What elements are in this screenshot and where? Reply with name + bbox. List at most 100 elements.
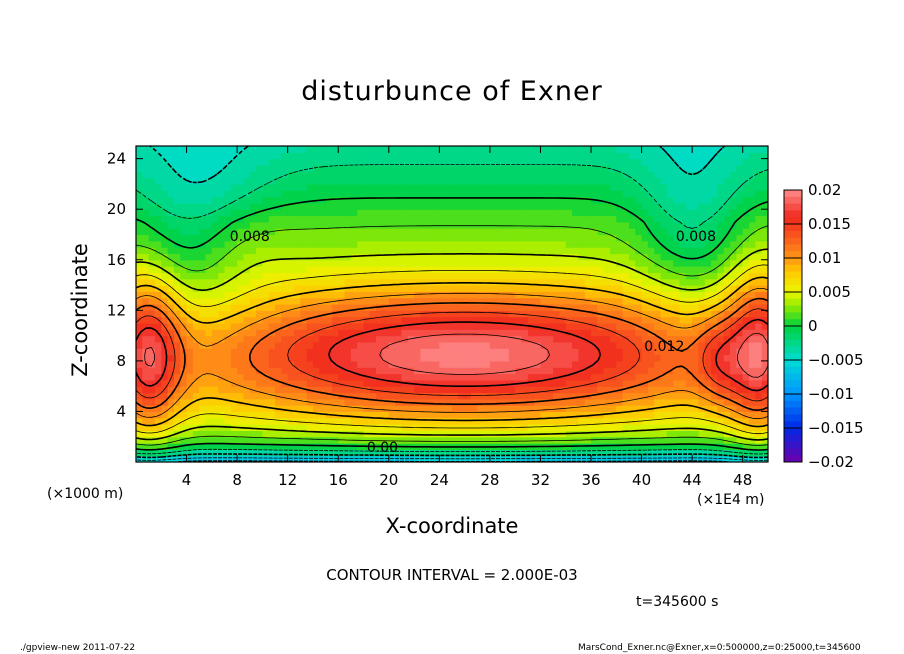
- field-cell: [230, 215, 238, 223]
- field-cell: [344, 202, 352, 210]
- field-cell: [755, 146, 763, 153]
- field-cell: [192, 209, 200, 217]
- field-cell: [477, 316, 485, 324]
- field-cell: [287, 196, 295, 204]
- field-cell: [262, 316, 270, 324]
- field-cell: [224, 341, 232, 349]
- field-cell: [180, 215, 188, 223]
- field-cell: [730, 341, 737, 349]
- field-cell: [502, 146, 510, 153]
- field-cell: [704, 190, 712, 198]
- field-cell: [395, 436, 403, 444]
- field-cell: [685, 164, 693, 172]
- field-cell: [711, 304, 719, 311]
- field-cell: [654, 190, 662, 198]
- field-cell: [395, 146, 403, 153]
- field-cell: [192, 322, 200, 330]
- field-cell: [180, 316, 188, 324]
- field-cell: [294, 322, 301, 330]
- field-cell: [369, 411, 377, 419]
- field-cell: [508, 278, 516, 286]
- field-cell: [224, 158, 232, 166]
- field-cell: [534, 297, 542, 305]
- field-cell: [376, 266, 384, 273]
- field-cell: [154, 171, 162, 179]
- field-cell: [319, 354, 327, 362]
- field-cell: [502, 392, 510, 400]
- field-cell: [704, 158, 712, 166]
- field-cell: [331, 215, 339, 223]
- field-cell: [452, 304, 459, 311]
- field-cell: [382, 152, 390, 160]
- field-cell: [357, 209, 365, 217]
- field-cell: [565, 183, 573, 191]
- field-cell: [540, 367, 548, 375]
- field-cell: [666, 278, 674, 286]
- field-cell: [597, 278, 605, 286]
- field-cell: [527, 392, 535, 400]
- field-cell: [275, 386, 282, 394]
- field-cell: [761, 354, 768, 362]
- field-cell: [660, 171, 668, 179]
- field-cell: [496, 405, 504, 413]
- field-cell: [534, 424, 542, 431]
- field-cell: [464, 171, 472, 179]
- field-cell: [508, 183, 516, 191]
- field-cell: [237, 209, 245, 217]
- field-cell: [616, 259, 624, 267]
- field-cell: [559, 360, 567, 368]
- field-cell: [622, 335, 630, 343]
- field-cell: [711, 417, 719, 425]
- field-cell: [508, 297, 516, 305]
- field-cell: [673, 209, 681, 217]
- field-cell: [641, 322, 649, 330]
- field-cell: [698, 240, 706, 248]
- field-cell: [610, 285, 617, 292]
- field-cell: [376, 297, 384, 305]
- field-cell: [470, 449, 478, 457]
- field-cell: [641, 316, 649, 324]
- field-cell: [711, 183, 719, 191]
- field-cell: [464, 190, 472, 198]
- field-cell: [388, 221, 396, 229]
- field-cell: [268, 202, 276, 210]
- field-cell: [325, 259, 333, 267]
- field-cell: [376, 405, 384, 413]
- field-cell: [704, 240, 712, 248]
- field-cell: [736, 278, 744, 286]
- field-cell: [698, 221, 706, 229]
- field-cell: [344, 228, 352, 236]
- field-cell: [591, 183, 598, 191]
- field-cell: [154, 373, 162, 381]
- field-cell: [294, 455, 301, 462]
- field-cell: [685, 234, 693, 242]
- field-cell: [628, 196, 636, 204]
- field-cell: [439, 304, 447, 311]
- field-cell: [319, 221, 327, 229]
- field-cell: [496, 158, 504, 166]
- field-cell: [192, 455, 200, 462]
- field-cell: [742, 379, 750, 387]
- field-cell: [325, 177, 333, 185]
- field-cell: [369, 221, 377, 229]
- field-cell: [698, 411, 706, 419]
- field-cell: [249, 341, 257, 349]
- field-cell: [249, 443, 257, 450]
- field-cell: [420, 228, 428, 236]
- field-cell: [268, 354, 276, 362]
- field-cell: [338, 190, 346, 198]
- field-cell: [433, 297, 440, 305]
- field-cell: [502, 386, 510, 394]
- field-cell: [679, 424, 687, 431]
- field-cell: [319, 259, 327, 267]
- field-cell: [489, 335, 497, 343]
- field-cell: [167, 259, 175, 267]
- field-cell: [281, 158, 289, 166]
- field-cell: [660, 247, 668, 255]
- field-cell: [483, 322, 491, 330]
- field-cell: [287, 247, 295, 255]
- field-cell: [331, 335, 339, 343]
- field-cell: [584, 164, 592, 172]
- field-cell: [464, 373, 472, 381]
- field-cell: [161, 335, 169, 343]
